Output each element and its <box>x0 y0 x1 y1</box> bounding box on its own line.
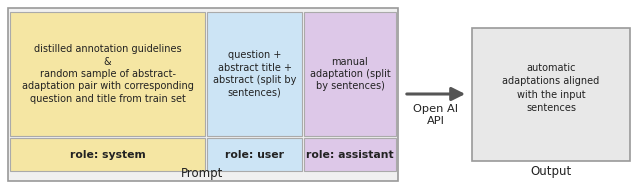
Text: distilled annotation guidelines
&
random sample of abstract-
adaptation pair wit: distilled annotation guidelines & random… <box>22 44 193 104</box>
Text: automatic
adaptations aligned
with the input
sentences: automatic adaptations aligned with the i… <box>502 63 600 113</box>
Bar <box>207 12 302 136</box>
Text: Output: Output <box>531 166 572 178</box>
Text: Open AI
API: Open AI API <box>413 104 459 126</box>
Text: question +
abstract title +
abstract (split by
sentences): question + abstract title + abstract (sp… <box>213 50 296 98</box>
Text: Prompt: Prompt <box>181 167 223 180</box>
Text: manual
adaptation (split
by sentences): manual adaptation (split by sentences) <box>310 57 390 91</box>
Text: role: assistant: role: assistant <box>306 149 394 160</box>
Bar <box>472 28 630 161</box>
Bar <box>304 138 396 171</box>
Text: role: user: role: user <box>225 149 284 160</box>
Bar <box>10 138 205 171</box>
Bar <box>10 12 205 136</box>
Bar <box>304 12 396 136</box>
Text: role: system: role: system <box>70 149 145 160</box>
Bar <box>207 138 302 171</box>
Bar <box>8 8 398 181</box>
